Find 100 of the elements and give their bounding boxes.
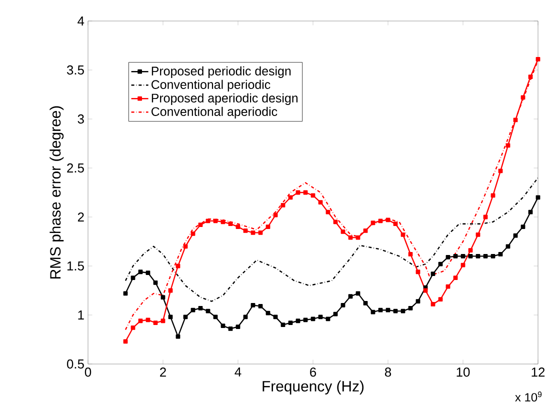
- point: [363, 228, 368, 233]
- point: [176, 334, 180, 339]
- point: [146, 270, 150, 276]
- y-tick-label: 3.5: [66, 65, 84, 75]
- point: [438, 262, 443, 266]
- y-axis-title: RMS phase error (degree): [50, 106, 64, 278]
- point: [498, 168, 503, 174]
- point: [183, 314, 188, 320]
- point: [258, 304, 263, 308]
- point: [146, 318, 150, 322]
- point: [513, 118, 518, 122]
- x-tick-label: 0: [84, 368, 92, 377]
- point: [483, 254, 488, 258]
- point: [476, 232, 480, 237]
- y-tick-label: 1.5: [67, 261, 84, 271]
- point: [520, 95, 526, 100]
- line-series: [124, 177, 538, 302]
- point: [310, 193, 316, 198]
- point: [250, 230, 256, 235]
- x-tick-label: 4: [234, 368, 242, 376]
- x-tick-label: 6: [310, 368, 316, 377]
- point: [273, 314, 278, 320]
- point: [333, 312, 338, 316]
- point: [430, 272, 436, 276]
- point: [378, 218, 383, 224]
- point: [258, 230, 263, 235]
- point: [123, 291, 128, 296]
- point: [318, 200, 323, 204]
- y-tick-label: 0.5: [66, 359, 84, 369]
- point: [468, 254, 473, 258]
- point: [446, 254, 450, 260]
- point: [318, 314, 323, 320]
- point: [528, 210, 533, 214]
- x-tick-label: 12: [532, 368, 545, 377]
- point: [236, 224, 240, 229]
- point: [198, 306, 203, 310]
- x-tick-label: 8: [384, 368, 392, 377]
- y-tick-label: 4: [78, 16, 84, 26]
- point: [130, 326, 136, 330]
- point: [310, 316, 316, 322]
- point: [348, 235, 353, 240]
- point: [506, 244, 510, 249]
- point: [228, 222, 233, 226]
- point: [326, 316, 330, 322]
- point: [528, 74, 533, 80]
- legend-label: Conventional periodic: [152, 80, 270, 92]
- point: [370, 310, 376, 314]
- point: [183, 244, 188, 249]
- point: [356, 291, 360, 296]
- point: [228, 326, 233, 331]
- legend-label: Proposed periodic design: [152, 66, 291, 78]
- point: [453, 254, 458, 258]
- point: [250, 303, 256, 308]
- point: [438, 297, 443, 302]
- point: [236, 324, 240, 329]
- point: [400, 232, 406, 237]
- point: [303, 190, 308, 195]
- point: [460, 254, 466, 258]
- y-tick-label: 3: [78, 114, 84, 124]
- point: [378, 308, 383, 312]
- text: x 10$^{9}$: [515, 392, 542, 402]
- point: [243, 228, 248, 233]
- x-tick-label: 10: [456, 368, 470, 377]
- point: [340, 230, 346, 234]
- point: [130, 276, 136, 280]
- point: [296, 318, 300, 324]
- point: [153, 280, 158, 285]
- point: [138, 270, 143, 274]
- x-axis-title: Frequency (Hz): [262, 380, 364, 394]
- point: [280, 203, 286, 208]
- point: [288, 195, 293, 200]
- point: [273, 212, 278, 218]
- point: [333, 220, 338, 224]
- point: [498, 252, 503, 256]
- point: [513, 233, 518, 238]
- point: [266, 310, 270, 316]
- point: [363, 301, 368, 306]
- point: [393, 222, 398, 226]
- point: [430, 302, 436, 306]
- point: [446, 284, 450, 289]
- point: [386, 218, 390, 222]
- point: [356, 235, 360, 240]
- point: [326, 210, 330, 214]
- point: [190, 231, 196, 236]
- point: [536, 57, 540, 62]
- point: [303, 318, 308, 322]
- point: [423, 288, 428, 293]
- point: [393, 308, 398, 314]
- point: [460, 262, 466, 268]
- point: [520, 224, 526, 229]
- point: [490, 254, 496, 258]
- point: [138, 318, 143, 324]
- point: [490, 193, 496, 198]
- point: [206, 218, 210, 224]
- point: [386, 308, 390, 312]
- y-tick-label: 2.5: [67, 163, 84, 173]
- point: [453, 276, 458, 280]
- point: [206, 308, 210, 314]
- legend-label: Proposed aperiodic design: [152, 93, 298, 105]
- point: [243, 314, 248, 320]
